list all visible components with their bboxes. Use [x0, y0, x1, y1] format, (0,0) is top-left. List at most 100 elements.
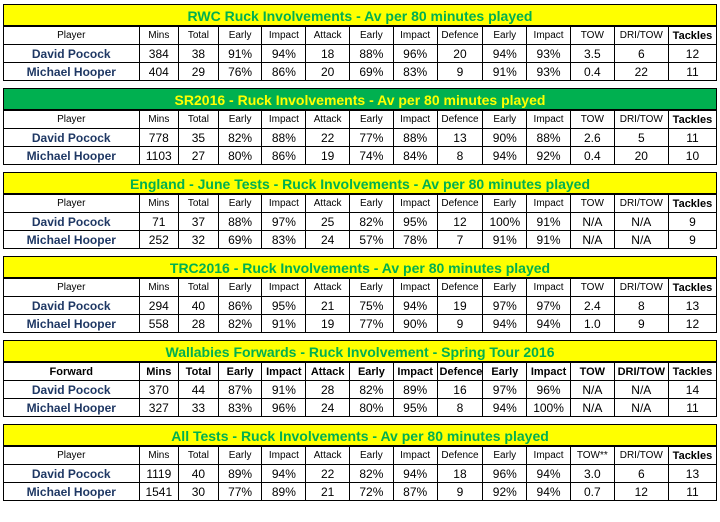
- column-header-early: Early: [482, 362, 528, 381]
- column-header-mins: Mins: [138, 194, 180, 213]
- column-header-tow: TOW: [569, 362, 615, 381]
- table-row: David Pocock 384 38 91% 94% 18 88% 96% 20 94% 93% 3…: [3, 44, 718, 63]
- column-header-impact: Impact: [261, 194, 307, 213]
- column-header-mins: Mins: [138, 278, 180, 297]
- column-header-impact: Impact: [392, 362, 438, 381]
- stat-cell-tow: N/A: [569, 398, 615, 417]
- column-header-early: Early: [349, 194, 394, 213]
- stat-cell-impact: 96%: [526, 380, 571, 399]
- stat-cell-early: 87%: [217, 380, 263, 399]
- stat-cell-impact: 97%: [261, 212, 307, 231]
- stat-cell-dri-tow: 6: [613, 44, 669, 63]
- column-header-attack: Attack: [305, 26, 351, 45]
- column-header-tackles: Tackles: [667, 194, 718, 213]
- stat-cell-mins: 1103: [138, 146, 180, 165]
- stat-cell-early: 100%: [482, 212, 528, 231]
- stat-cell-attack: 18: [305, 44, 351, 63]
- stat-cell-impact: 87%: [392, 482, 438, 501]
- stat-cell-tackles: 9: [667, 230, 718, 249]
- stat-cell-defence: 9: [436, 314, 484, 333]
- column-header-early: Early: [349, 110, 394, 129]
- stat-cell-tackles: 12: [667, 314, 718, 333]
- stat-cell-early: 74%: [349, 146, 394, 165]
- stat-cell-impact: 91%: [261, 314, 307, 333]
- column-header-early: Early: [217, 278, 263, 297]
- stat-cell-early: 75%: [349, 296, 394, 315]
- player-name: Michael Hooper: [3, 398, 140, 417]
- column-header-tackles: Tackles: [667, 278, 718, 297]
- table-row: David Pocock 778 35 82% 88% 22 77% 88% 13 90% 88% 2…: [3, 128, 718, 147]
- stat-cell-tackles: 11: [667, 62, 718, 81]
- stat-cell-tackles: 12: [667, 44, 718, 63]
- player-name: Michael Hooper: [3, 230, 140, 249]
- column-header-mins: Mins: [138, 110, 180, 129]
- column-header-forward: Forward: [3, 362, 140, 381]
- stat-cell-early: 96%: [482, 464, 528, 483]
- table-row: David Pocock 294 40 86% 95% 21 75% 94% 19 97% 97% 2…: [3, 296, 718, 315]
- stat-cell-impact: 94%: [392, 464, 438, 483]
- stat-cell-attack: 19: [305, 146, 351, 165]
- column-header-defence: Defence: [436, 362, 484, 381]
- column-header-player: Player: [3, 110, 140, 129]
- column-header-impact: Impact: [392, 446, 438, 465]
- stat-cell-tow: 3.5: [569, 44, 615, 63]
- stat-cell-early: 82%: [349, 380, 394, 399]
- table-row: David Pocock 71 37 88% 97% 25 82% 95% 12 100% 91% N…: [3, 212, 718, 231]
- stat-cell-attack: 21: [305, 482, 351, 501]
- column-header-total: Total: [178, 26, 219, 45]
- stat-cell-total: 33: [178, 398, 219, 417]
- stat-cell-early: 83%: [217, 398, 263, 417]
- stat-cell-impact: 88%: [526, 128, 571, 147]
- column-header-defence: Defence: [436, 446, 484, 465]
- stat-cell-defence: 8: [436, 398, 484, 417]
- stat-cell-early: 72%: [349, 482, 394, 501]
- stats-table: Player Mins Total Early Impact Attack Early Imp…: [3, 446, 718, 501]
- stats-table: Player Mins Total Early Impact Attack Early Imp…: [3, 278, 718, 333]
- stat-cell-impact: 95%: [392, 212, 438, 231]
- stat-cell-impact: 95%: [392, 398, 438, 417]
- stat-cell-tow: N/A: [569, 230, 615, 249]
- column-header-defence: Defence: [436, 278, 484, 297]
- stat-cell-tackles: 13: [667, 464, 718, 483]
- column-header-attack: Attack: [305, 446, 351, 465]
- header-row: Player Mins Total Early Impact Attack Early Imp…: [3, 446, 718, 465]
- column-header-dri-tow: DRI/TOW: [613, 362, 669, 381]
- stat-cell-tackles: 13: [667, 296, 718, 315]
- stat-cell-early: 94%: [482, 398, 528, 417]
- stat-cell-impact: 93%: [526, 62, 571, 81]
- column-header-tackles: Tackles: [667, 446, 718, 465]
- column-header-dri-tow: DRI/TOW: [613, 110, 669, 129]
- stat-cell-early: 94%: [482, 314, 528, 333]
- stat-cell-mins: 252: [138, 230, 180, 249]
- player-name: Michael Hooper: [3, 146, 140, 165]
- block-title: England - June Tests - Ruck Involvements…: [3, 172, 717, 194]
- column-header-early: Early: [217, 446, 263, 465]
- player-name: David Pocock: [3, 212, 140, 231]
- stat-cell-tow: N/A: [569, 380, 615, 399]
- column-header-player: Player: [3, 26, 140, 45]
- column-header-early: Early: [217, 362, 263, 381]
- stat-cell-total: 37: [178, 212, 219, 231]
- stat-cell-impact: 95%: [261, 296, 307, 315]
- table-row: Michael Hooper 1103 27 80% 86% 19 74% 84% 8 94% 92…: [3, 146, 718, 165]
- stat-cell-tackles: 11: [667, 128, 718, 147]
- stat-cell-early: 94%: [482, 146, 528, 165]
- stat-cell-early: 57%: [349, 230, 394, 249]
- column-header-dri-tow: DRI/TOW: [613, 446, 669, 465]
- stat-cell-impact: 91%: [261, 380, 307, 399]
- column-header-tow: TOW**: [569, 446, 615, 465]
- table-row: Michael Hooper 327 33 83% 96% 24 80% 95% 8 94% 100…: [3, 398, 718, 417]
- column-header-defence: Defence: [436, 26, 484, 45]
- stats-block: Wallabies Forwards - Ruck Involvement - …: [3, 340, 718, 417]
- stat-cell-mins: 294: [138, 296, 180, 315]
- column-header-impact: Impact: [261, 278, 307, 297]
- stat-cell-impact: 88%: [392, 128, 438, 147]
- stat-cell-impact: 88%: [261, 128, 307, 147]
- stat-cell-defence: 13: [436, 128, 484, 147]
- table-row: Michael Hooper 252 32 69% 83% 24 57% 78% 7 91% 91%…: [3, 230, 718, 249]
- stat-cell-dri-tow: N/A: [613, 380, 669, 399]
- column-header-early: Early: [217, 26, 263, 45]
- block-title: All Tests - Ruck Involvements - Av per 8…: [3, 424, 717, 446]
- stat-cell-early: 88%: [349, 44, 394, 63]
- player-name: Michael Hooper: [3, 314, 140, 333]
